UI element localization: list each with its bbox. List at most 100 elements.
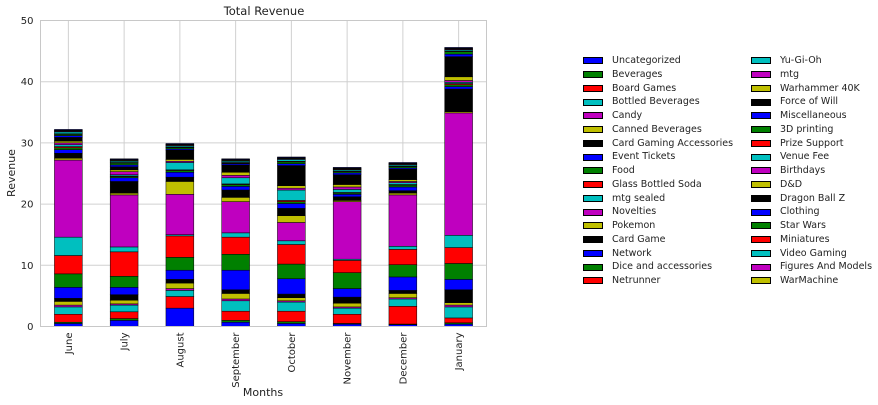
bar-segment-dice-and-accessories-december bbox=[388, 184, 418, 188]
legend-swatch bbox=[583, 181, 603, 189]
bar-segment-candy-june bbox=[54, 304, 83, 308]
x-tick-label-august: August bbox=[175, 332, 186, 367]
legend-label: Card Gaming Accessories bbox=[612, 137, 734, 149]
bar-segment-food-january bbox=[444, 263, 473, 280]
legend-label: Network bbox=[612, 247, 652, 259]
bar-segment-glass-bottled-soda-january bbox=[444, 247, 473, 264]
bar-segment-canned-beverages-october bbox=[277, 297, 306, 302]
y-tick-label: 40 bbox=[21, 77, 34, 88]
legend-label: Card Game bbox=[612, 233, 666, 245]
bar-segment-warhammer-40k-january bbox=[444, 76, 473, 81]
legend-label: Clothing bbox=[780, 206, 820, 218]
legend-label: Figures And Models bbox=[780, 261, 873, 273]
legend-swatch bbox=[583, 84, 603, 92]
legend-item-dragon-ball-z: Dragon Ball Z bbox=[751, 192, 878, 206]
legend-label: Miniatures bbox=[780, 233, 830, 245]
bar-segment-network-october bbox=[277, 203, 306, 209]
bar-segment-card-game-july bbox=[109, 181, 139, 194]
bar-segment-dice-and-accessories-june bbox=[54, 147, 83, 150]
bar-segment-canned-beverages-july bbox=[109, 299, 139, 305]
legend-swatch bbox=[583, 194, 603, 202]
bar-segment-3d-printing-october bbox=[277, 161, 306, 164]
bar-segment-force-of-will-december bbox=[388, 168, 418, 180]
bar-segment-dice-and-accessories-september bbox=[221, 184, 250, 187]
bar-segment-force-of-will-july bbox=[109, 166, 139, 171]
bar-segment-clothing-january bbox=[444, 47, 473, 49]
legend-item-uncategorized: Uncategorized bbox=[583, 54, 723, 68]
bar-segment-beverages-october bbox=[277, 321, 306, 324]
legend-item-prize-support: Prize Support bbox=[751, 137, 878, 151]
legend-swatch bbox=[751, 236, 771, 244]
bar-stack-december bbox=[388, 162, 418, 327]
legend-swatch bbox=[583, 139, 603, 147]
bar-segment-card-game-november bbox=[332, 196, 362, 201]
bar-segment-warhammer-40k-june bbox=[54, 140, 83, 144]
legend-item-bottled-beverages: Bottled Beverages bbox=[583, 95, 723, 109]
legend-label: 3D printing bbox=[780, 123, 834, 135]
legend-label: mtg bbox=[780, 68, 800, 80]
bar-segment-yu-gi-oh-october bbox=[277, 189, 306, 201]
bar-segment-board-games-january bbox=[444, 317, 473, 324]
bar-segment-mtg-november bbox=[332, 186, 362, 190]
bar-segment-candy-september bbox=[221, 298, 250, 302]
legend-swatch bbox=[751, 84, 771, 92]
bar-segment-event-tickets-august bbox=[165, 269, 195, 280]
bar-segment-glass-bottled-soda-june bbox=[54, 255, 83, 275]
legend-item-mtg-sealed: mtg sealed bbox=[583, 192, 723, 206]
bar-segment-card-game-january bbox=[444, 88, 473, 112]
bar-segment-bottled-beverages-november bbox=[332, 307, 362, 315]
bar-segment-venue-fee-october bbox=[277, 159, 306, 162]
legend-item-warmachine: WarMachine bbox=[751, 274, 878, 288]
legend-swatch bbox=[751, 153, 771, 161]
bar-segment-mtg-sealed-june bbox=[54, 236, 83, 256]
bar-segment-beverages-july bbox=[109, 318, 139, 321]
bar-segment-novelties-june bbox=[54, 159, 83, 238]
legend-label: Board Games bbox=[612, 82, 677, 94]
bar-segment-clothing-september bbox=[221, 158, 250, 160]
bar-stack-january bbox=[444, 47, 473, 327]
bar-segment-warhammer-40k-september bbox=[221, 172, 250, 176]
bar-segment-glass-bottled-soda-december bbox=[388, 249, 418, 265]
bar-segment-card-gaming-accessories-december bbox=[388, 290, 418, 294]
bar-segment-clothing-december bbox=[388, 162, 418, 164]
legend-swatch bbox=[583, 277, 603, 285]
bar-segment-bottled-beverages-september bbox=[221, 300, 250, 312]
bar-segment-warhammer-40k-december bbox=[388, 179, 418, 182]
bar-segment-dice-and-accessories-october bbox=[277, 201, 306, 204]
bar-segment-candy-january bbox=[444, 304, 473, 308]
legend-label: Star Wars bbox=[780, 220, 826, 231]
legend-label: Event Tickets bbox=[612, 151, 676, 163]
y-tick-label: 30 bbox=[21, 138, 34, 149]
bar-segment-network-september bbox=[221, 186, 250, 191]
bar-segment-uncategorized-july bbox=[109, 320, 139, 327]
legend-item-figures-and-models: Figures And Models bbox=[751, 260, 878, 274]
bar-segment-glass-bottled-soda-august bbox=[165, 235, 195, 258]
legend-item-glass-bottled-soda: Glass Bottled Soda bbox=[583, 178, 723, 192]
bar-segment-card-game-june bbox=[54, 153, 83, 159]
bar-segment-mtg-october bbox=[277, 187, 306, 191]
bar-segment-miscellaneous-january bbox=[444, 53, 473, 57]
legend-item-netrunner: Netrunner bbox=[583, 274, 723, 288]
chart-title: Total Revenue bbox=[223, 4, 305, 18]
bar-segment-bottled-beverages-august bbox=[165, 290, 195, 297]
legend-item-card-game: Card Game bbox=[583, 233, 723, 247]
legend-label: Netrunner bbox=[612, 275, 661, 286]
legend-item-dice-and-accessories: Dice and accessories bbox=[583, 260, 723, 274]
bar-segment-board-games-june bbox=[54, 314, 83, 323]
legend-item-card-gaming-accessories: Card Gaming Accessories bbox=[583, 137, 733, 151]
legend-label: Venue Fee bbox=[780, 151, 830, 163]
bar-segment-food-december bbox=[388, 264, 418, 278]
bar-segment-clothing-october bbox=[277, 156, 306, 158]
y-axis-ticks: 0 10 20 30 40 50 bbox=[21, 16, 34, 333]
legend-item-warhammer-40k: Warhammer 40K bbox=[751, 82, 878, 96]
legend-column-2: Yu-Gi-Oh mtg Warhammer 40K Force of Will Mis… bbox=[751, 54, 878, 288]
legend-swatch bbox=[751, 222, 771, 230]
bar-segment-novelties-november bbox=[332, 201, 362, 260]
legend-swatch bbox=[583, 71, 603, 79]
legend-item-mtg: mtg bbox=[751, 68, 878, 82]
bar-segment-board-games-november bbox=[332, 314, 362, 324]
bar-segment-card-gaming-accessories-august bbox=[165, 279, 195, 284]
bar-segment-miscellaneous-october bbox=[277, 163, 306, 166]
bar-segment-pokemon-august bbox=[165, 181, 195, 195]
bar-segment-yu-gi-oh-december bbox=[388, 182, 418, 185]
